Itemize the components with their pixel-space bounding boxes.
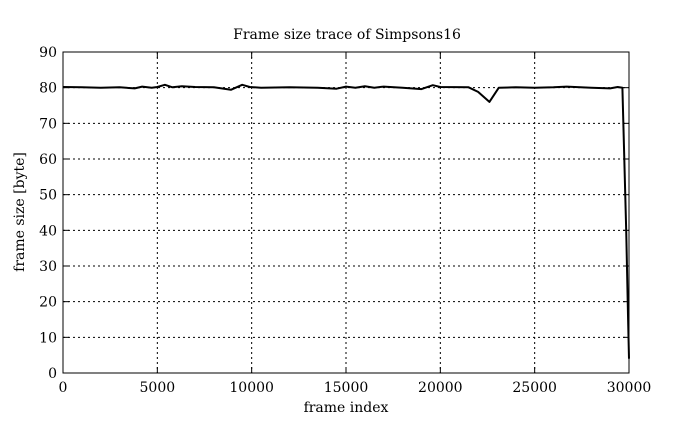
- y-axis-label: frame size [byte]: [12, 152, 28, 272]
- y-tick-label: 20: [39, 295, 57, 311]
- y-tick-label: 10: [39, 330, 57, 346]
- y-tick-label: 40: [39, 223, 57, 239]
- x-tick-label: 10000: [229, 380, 274, 396]
- y-tick-label: 0: [48, 366, 57, 382]
- chart-title: Frame size trace of Simpsons16: [233, 27, 461, 43]
- x-tick-label: 15000: [324, 380, 369, 396]
- y-tick-label: 90: [39, 45, 57, 61]
- grid-lines: [63, 52, 629, 373]
- x-tick-label: 25000: [512, 380, 557, 396]
- x-axis-label: frame index: [304, 400, 389, 416]
- x-tick-label: 5000: [140, 380, 176, 396]
- y-tick-label: 80: [39, 81, 57, 97]
- y-tick-labels: 0 10 20 30 40 50 60 70 80 90: [39, 45, 57, 382]
- x-tick-label: 30000: [607, 380, 652, 396]
- y-tick-label: 70: [39, 116, 57, 132]
- y-tick-label: 60: [39, 152, 57, 168]
- x-tick-label: 20000: [418, 380, 463, 396]
- x-tick-label: 0: [59, 380, 68, 396]
- y-tick-label: 50: [39, 188, 57, 204]
- series-line: [62, 83, 630, 359]
- plot-frame: [62, 51, 630, 374]
- y-tick-label: 30: [39, 259, 57, 275]
- x-tick-labels: 0 5000 10000 15000 20000 25000 30000: [59, 380, 652, 396]
